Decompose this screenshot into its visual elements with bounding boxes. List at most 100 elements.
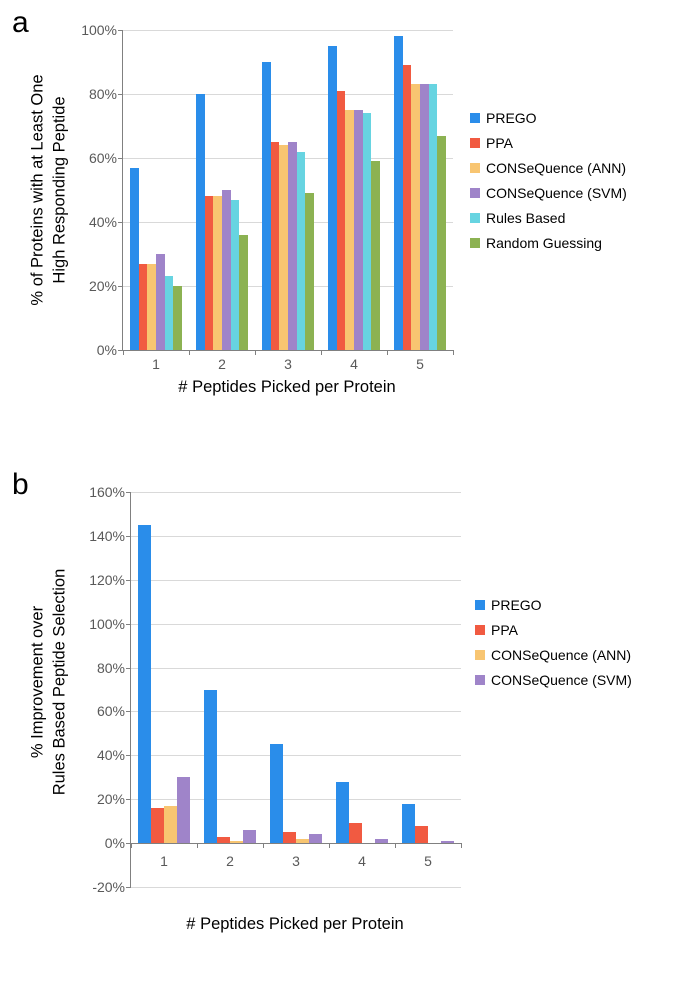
legend-item: PREGO: [475, 597, 632, 613]
bar: [429, 84, 438, 350]
bar: [283, 832, 296, 843]
legend-label: Random Guessing: [486, 235, 602, 251]
x-category-label: 5: [416, 350, 424, 372]
legend-label: PREGO: [486, 110, 537, 126]
x-category-label: 5: [424, 847, 432, 869]
x-category-label: 3: [284, 350, 292, 372]
bar: [262, 62, 271, 350]
chart-a-x-title: # Peptides Picked per Protein: [178, 378, 395, 397]
bar: [213, 196, 222, 350]
bar: [279, 145, 288, 350]
legend-swatch: [470, 188, 480, 198]
gridline: [131, 755, 461, 756]
bar: [222, 190, 231, 350]
bar: [371, 161, 380, 350]
x-tick-mark: [197, 843, 198, 848]
legend-label: CONSeQuence (ANN): [491, 647, 631, 663]
bar: [205, 196, 214, 350]
y-tick-mark: [118, 30, 123, 31]
y-tick-label: 100%: [81, 22, 123, 38]
figure-page: { "panel_a": { "label": "a", "type": "ba…: [0, 0, 676, 983]
legend-swatch: [475, 650, 485, 660]
x-category-label: 2: [218, 350, 226, 372]
chart-a-plot: 0%20%40%60%80%100%12345: [122, 30, 453, 351]
bar: [239, 235, 248, 350]
bar: [230, 841, 243, 843]
legend-label: PPA: [486, 135, 513, 151]
bar: [305, 193, 314, 350]
legend-label: CONSeQuence (ANN): [486, 160, 626, 176]
legend-swatch: [470, 163, 480, 173]
chart-a-legend: PREGO PPA CONSeQuence (ANN) CONSeQuence (SV…: [470, 110, 627, 260]
legend-swatch: [475, 675, 485, 685]
bar: [363, 113, 372, 350]
bar: [411, 84, 420, 350]
y-tick-mark: [126, 799, 131, 800]
bar: [165, 276, 174, 350]
bar: [402, 804, 415, 844]
y-tick-mark: [118, 158, 123, 159]
legend-label: PPA: [491, 622, 518, 638]
x-tick-mark: [189, 350, 190, 355]
x-tick-mark: [255, 350, 256, 355]
bar: [349, 823, 362, 843]
legend-item: CONSeQuence (ANN): [475, 647, 632, 663]
legend-label: CONSeQuence (SVM): [491, 672, 632, 688]
bar: [375, 839, 388, 843]
bar: [270, 744, 283, 843]
x-tick-mark: [123, 350, 124, 355]
gridline: [131, 492, 461, 493]
y-tick-mark: [126, 536, 131, 537]
x-tick-mark: [321, 350, 322, 355]
x-tick-mark: [387, 350, 388, 355]
y-tick-label: 120%: [89, 572, 131, 588]
legend-label: PREGO: [491, 597, 542, 613]
chart-a: % of Proteins with at Least One High Res…: [80, 30, 640, 410]
x-tick-mark: [263, 843, 264, 848]
bar: [328, 46, 337, 350]
bar: [139, 264, 148, 350]
legend-item: Random Guessing: [470, 235, 627, 251]
bar: [177, 777, 190, 843]
gridline: [131, 711, 461, 712]
gridline: [131, 580, 461, 581]
bar: [336, 782, 349, 843]
legend-swatch: [475, 625, 485, 635]
gridline: [131, 887, 461, 888]
y-tick-mark: [118, 286, 123, 287]
zero-axis-line: [131, 843, 461, 844]
legend-swatch: [475, 600, 485, 610]
x-category-label: 1: [160, 847, 168, 869]
chart-b-legend: PREGO PPA CONSeQuence (ANN) CONSeQuence (SV…: [475, 597, 632, 697]
gridline: [131, 624, 461, 625]
x-category-label: 4: [350, 350, 358, 372]
y-tick-label: 140%: [89, 528, 131, 544]
bar: [437, 136, 446, 350]
bar: [345, 110, 354, 350]
y-tick-mark: [126, 580, 131, 581]
y-tick-mark: [118, 222, 123, 223]
y-tick-label: 100%: [89, 616, 131, 632]
bar: [441, 841, 454, 843]
y-tick-mark: [126, 755, 131, 756]
x-tick-mark: [395, 843, 396, 848]
y-tick-mark: [126, 668, 131, 669]
x-tick-mark: [329, 843, 330, 848]
legend-label: CONSeQuence (SVM): [486, 185, 627, 201]
panel-a-label: a: [12, 6, 29, 40]
bar: [231, 200, 240, 350]
bar: [204, 690, 217, 844]
bar: [271, 142, 280, 350]
legend-item: Rules Based: [470, 210, 627, 226]
bar: [156, 254, 165, 350]
chart-a-y-title-1: % of Proteins with at Least One: [29, 74, 48, 305]
bar: [130, 168, 139, 350]
legend-item: CONSeQuence (ANN): [470, 160, 627, 176]
bar: [415, 826, 428, 844]
gridline: [123, 30, 453, 31]
legend-label: Rules Based: [486, 210, 565, 226]
bar: [196, 94, 205, 350]
bar: [138, 525, 151, 843]
bar: [243, 830, 256, 843]
legend-swatch: [470, 238, 480, 248]
